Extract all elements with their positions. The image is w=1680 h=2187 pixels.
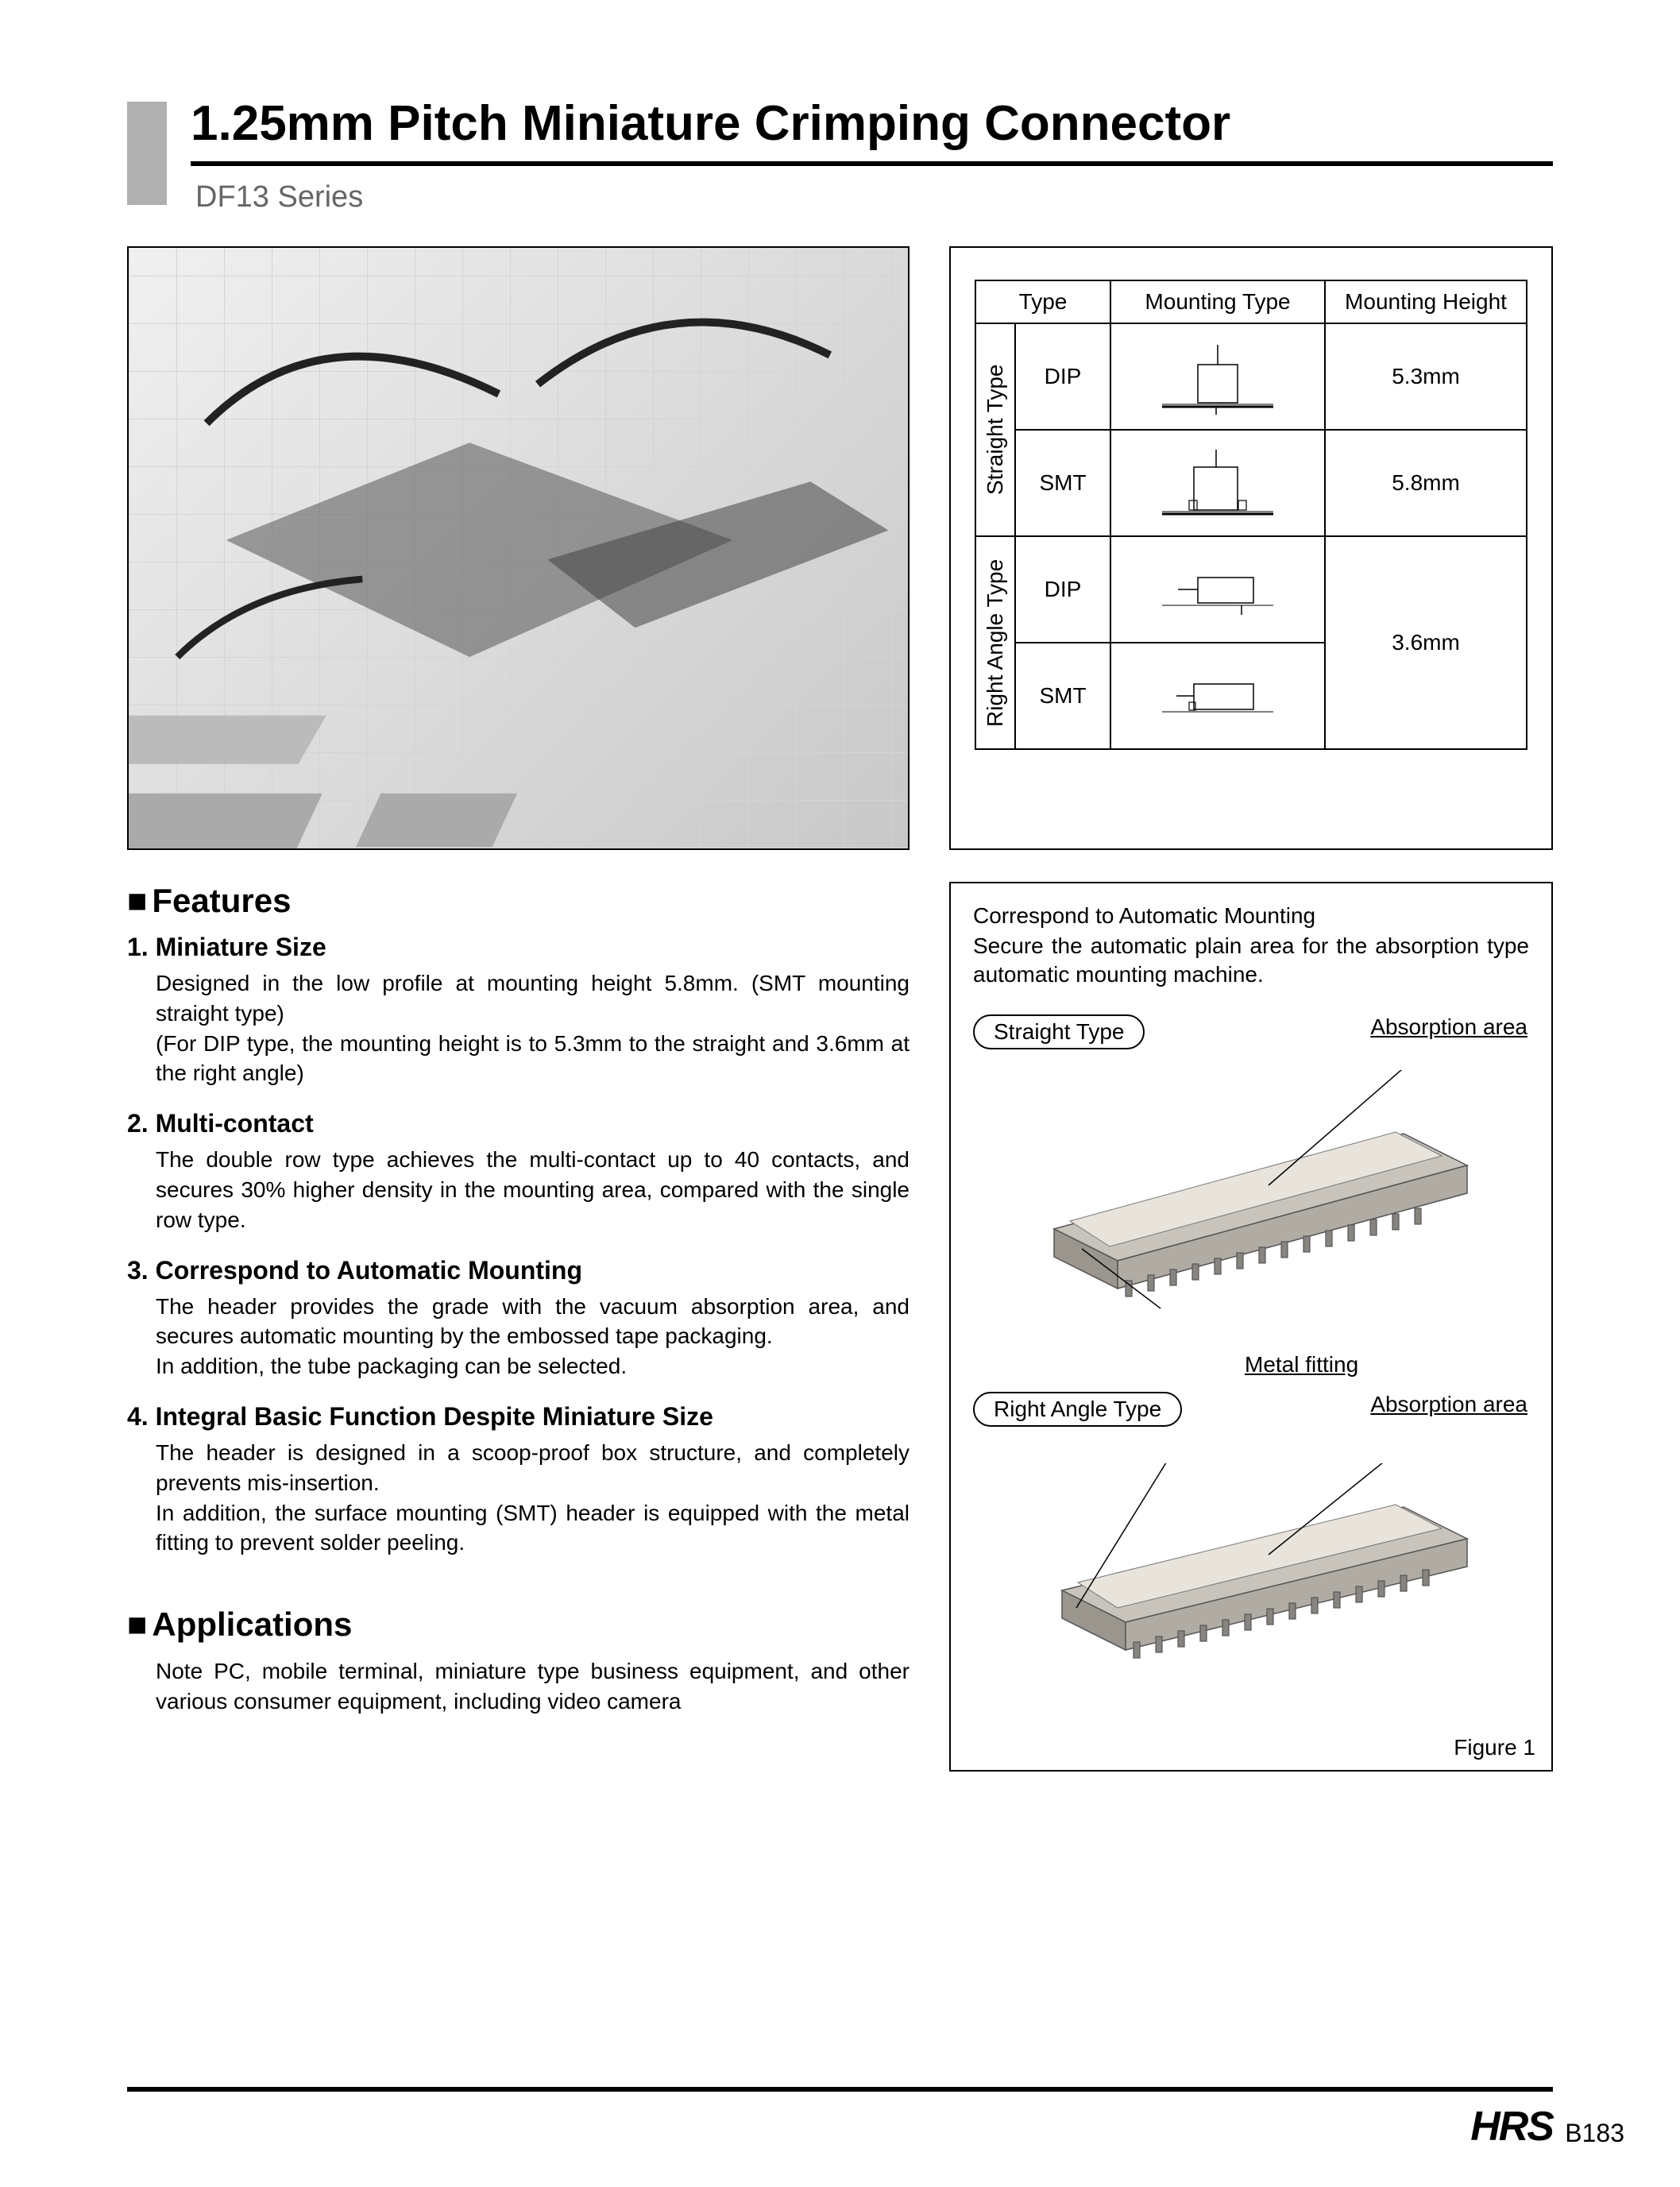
figure-subtitle: Secure the automatic plain area for the … xyxy=(973,932,1529,990)
rightangle-connector-illustration xyxy=(1022,1463,1499,1686)
rightangle-type-label: Right Angle Type xyxy=(973,1392,1182,1427)
diagram-ra-smt xyxy=(1110,643,1325,749)
cell-straight-smt-height: 5.8mm xyxy=(1325,430,1527,536)
feature-1-body: Designed in the low profile at mounting … xyxy=(127,968,910,1088)
applications-heading: Applications xyxy=(127,1605,910,1644)
product-photo xyxy=(127,246,910,850)
diagram-straight-dip xyxy=(1110,323,1325,430)
group-rightangle: Right Angle Type xyxy=(975,536,1015,749)
series-label: DF13 Series xyxy=(195,180,1553,214)
feature-2: 2. Multi-contact The double row type ach… xyxy=(127,1109,910,1235)
straight-connector-illustration xyxy=(1006,1070,1499,1308)
feature-4-title: Integral Basic Function Despite Miniatur… xyxy=(156,1402,713,1431)
feature-2-body: The double row type achieves the multi-c… xyxy=(127,1145,910,1235)
title-bar: 1.25mm Pitch Miniature Crimping Connecto… xyxy=(127,95,1553,214)
absorption-annot-2: Absorption area xyxy=(1370,1392,1527,1417)
product-photo-illustration xyxy=(129,248,908,850)
page-footer: HRS B183 xyxy=(127,2087,1553,2100)
col-mounting-height: Mounting Height xyxy=(1325,280,1527,323)
cell-straight-smt: SMT xyxy=(1015,430,1110,536)
title-tab xyxy=(127,102,167,205)
absorption-annot-1: Absorption area xyxy=(1370,1014,1527,1040)
figure-title: Correspond to Automatic Mounting xyxy=(973,903,1529,929)
feature-3-body: The header provides the grade with the v… xyxy=(127,1292,910,1381)
feature-1-num: 1. xyxy=(127,933,149,961)
feature-2-title: Multi-contact xyxy=(156,1109,314,1138)
feature-3: 3. Correspond to Automatic Mounting The … xyxy=(127,1256,910,1381)
cell-straight-dip: DIP xyxy=(1015,323,1110,430)
col-mounting-type: Mounting Type xyxy=(1110,280,1325,323)
cell-ra-height: 3.6mm xyxy=(1325,536,1527,749)
applications-body: Note PC, mobile terminal, miniature type… xyxy=(127,1656,910,1717)
feature-4: 4. Integral Basic Function Despite Minia… xyxy=(127,1402,910,1558)
feature-3-num: 3. xyxy=(127,1256,149,1285)
feature-1: 1. Miniature Size Designed in the low pr… xyxy=(127,933,910,1088)
metal-fitting-annot: Metal fitting xyxy=(1245,1352,1358,1378)
feature-4-body: The header is designed in a scoop-proof … xyxy=(127,1438,910,1558)
col-type: Type xyxy=(975,280,1110,323)
diagram-straight-smt xyxy=(1110,430,1325,536)
feature-2-num: 2. xyxy=(127,1109,149,1138)
feature-3-title: Correspond to Automatic Mounting xyxy=(156,1256,582,1285)
brand-logo: HRS xyxy=(1470,2103,1553,2150)
group-straight: Straight Type xyxy=(975,323,1015,536)
page-title: 1.25mm Pitch Miniature Crimping Connecto… xyxy=(191,95,1553,166)
features-heading: Features xyxy=(127,882,910,920)
cell-straight-dip-height: 5.3mm xyxy=(1325,323,1527,430)
figure-1-panel: Correspond to Automatic Mounting Secure … xyxy=(949,882,1553,1772)
straight-type-label: Straight Type xyxy=(973,1014,1145,1049)
page-number: B183 xyxy=(1565,2119,1624,2148)
cell-ra-smt: SMT xyxy=(1015,643,1110,749)
feature-1-title: Miniature Size xyxy=(156,933,326,961)
diagram-ra-dip xyxy=(1110,536,1325,643)
spec-table: Type Mounting Type Mounting Height Strai… xyxy=(975,280,1527,750)
spec-table-container: Type Mounting Type Mounting Height Strai… xyxy=(949,246,1553,850)
cell-ra-dip: DIP xyxy=(1015,536,1110,643)
feature-4-num: 4. xyxy=(127,1402,149,1431)
figure-number: Figure 1 xyxy=(1454,1735,1535,1760)
